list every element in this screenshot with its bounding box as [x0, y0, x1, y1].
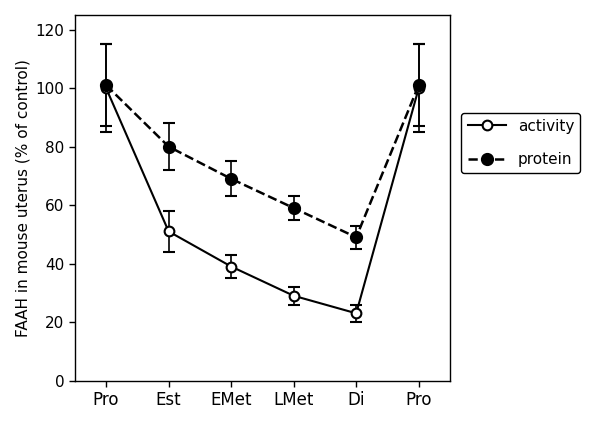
Y-axis label: FAAH in mouse uterus (% of control): FAAH in mouse uterus (% of control)	[15, 59, 30, 337]
Legend: activity, protein: activity, protein	[461, 113, 580, 173]
